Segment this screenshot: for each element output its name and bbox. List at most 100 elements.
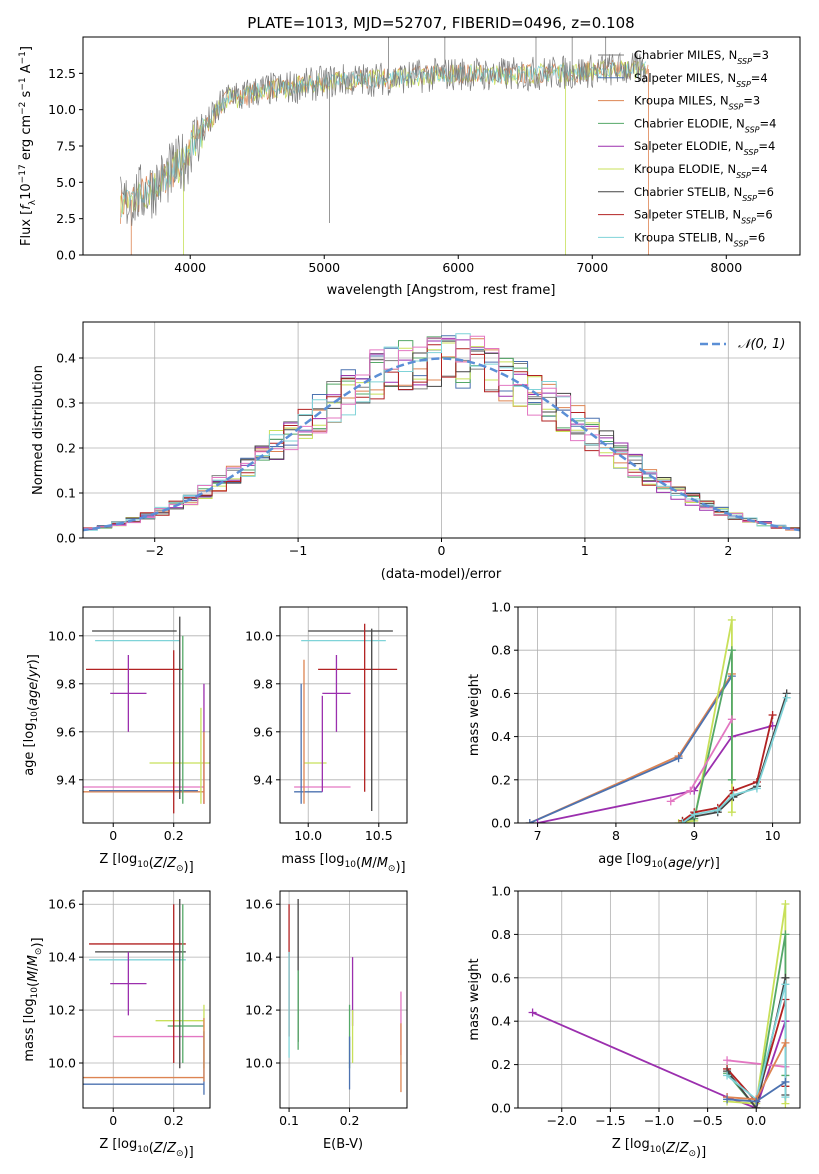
mass-weight-y-label: mass weight	[467, 674, 482, 756]
ebv-x-label: E(B-V)	[323, 1137, 363, 1152]
panel-2-axes	[82, 606, 211, 824]
legend-entry: Chabrier ELODIE, NSSP=4	[634, 116, 776, 133]
y-tick-label: 12.5	[48, 66, 76, 81]
y-tick-label: 0.0	[491, 1101, 511, 1116]
y-tick-label: 0.0	[56, 531, 76, 546]
y-tick-label: 0.6	[491, 970, 511, 985]
legend-entry: Kroupa ELODIE, NSSP=4	[634, 162, 768, 180]
y-tick-label: 0.0	[491, 816, 511, 831]
y-tick-label: 10.0	[48, 102, 76, 117]
x-tick-label: 10.5	[365, 828, 393, 843]
y-tick-label: 10.6	[48, 897, 76, 912]
y-tick-label: 0.8	[491, 927, 511, 942]
errorbar-points	[83, 616, 210, 814]
mass-weight-marker	[690, 810, 699, 819]
mass-weight-marker	[525, 819, 534, 823]
mass-weight-marker	[723, 1095, 732, 1104]
x-tick-label: 0	[109, 828, 117, 843]
mass-weight-y-label: mass weight	[467, 958, 482, 1040]
y-tick-label: 10.2	[48, 1003, 76, 1018]
spectrum-lines	[120, 37, 649, 255]
x-tick-label: −1	[289, 543, 307, 558]
x-tick-label: 10	[765, 828, 781, 843]
ebv-axes	[279, 890, 408, 1109]
mass-weight-marker	[781, 1093, 790, 1102]
y-tick-label: 10.0	[48, 628, 76, 643]
y-tick-label: 0.4	[491, 1014, 511, 1029]
mass-weight-marker	[781, 1077, 790, 1086]
histogram-step	[83, 335, 800, 532]
mass-weight-marker	[781, 1038, 790, 1047]
y-tick-label: 0.6	[491, 686, 511, 701]
y-tick-label: 0.2	[56, 441, 76, 456]
x-tick-label: 5000	[308, 260, 340, 275]
mass-weight-marker	[782, 693, 791, 702]
mass-weight-series	[529, 673, 733, 823]
legend-entry: Salpeter MILES, NSSP=4	[634, 71, 768, 89]
y-tick-label: 9.8	[253, 676, 273, 691]
errorbar-point	[110, 655, 147, 732]
x-tick-label: 7	[534, 828, 542, 843]
errorbar-point	[110, 951, 147, 1016]
x-tick-label: −2	[145, 543, 163, 558]
panel-7-x-label: Z [log10(Z/Z⊙)]	[612, 1137, 706, 1160]
hist-axes	[82, 321, 801, 539]
x-tick-label: −1.5	[595, 1113, 625, 1128]
y-tick-label: 7.5	[56, 139, 76, 154]
legend-entry: Kroupa STELIB, NSSP=6	[634, 230, 765, 248]
legend-entry: Chabrier STELIB, NSSP=6	[634, 185, 774, 203]
x-tick-label: 0	[438, 543, 446, 558]
x-tick-label: 7000	[576, 260, 608, 275]
y-tick-label: 10.6	[245, 897, 273, 912]
y-tick-label: 0.2	[491, 772, 511, 787]
x-tick-label: 0.0	[746, 1113, 766, 1128]
x-tick-label: 0.1	[279, 1113, 299, 1128]
mass-weight-series	[537, 724, 773, 823]
mass-weight-marker	[674, 754, 683, 763]
x-tick-label: 8000	[710, 260, 742, 275]
errorbar-points	[83, 898, 205, 1095]
y-tick-label: 0.4	[56, 351, 76, 366]
mass-weight-marker	[678, 819, 687, 823]
y-tick-label: 0.1	[56, 486, 76, 501]
mass-weight-lines	[525, 615, 791, 823]
panel-2-x-label: Z [log10(Z/Z⊙)]	[99, 852, 193, 875]
gaussian-legend-label: 𝒩(0, 1)	[738, 337, 785, 352]
panel-2-y-label: age [log10(age/yr)]	[22, 654, 41, 776]
mass-weight-marker	[727, 715, 736, 724]
x-tick-label: 8	[612, 828, 620, 843]
panel-5-y-label: mass [log10(M/M⊙)]	[22, 937, 45, 1061]
spectrum-y-label: Flux [fλ10−17 erg cm−2 s−1 A−1]	[18, 46, 38, 246]
mass-weight-marker	[713, 806, 722, 815]
y-tick-label: 9.6	[56, 724, 76, 739]
hist-y-label: Normed distribution	[31, 365, 46, 495]
mass-weight-marker	[768, 711, 777, 719]
y-tick-label: 0.3	[56, 396, 76, 411]
mass-weight-marker	[723, 1071, 732, 1080]
panel-7-axes	[517, 890, 801, 1109]
x-tick-label: 6000	[442, 260, 474, 275]
errorbar-point	[322, 655, 351, 732]
x-tick-label: 4000	[174, 260, 206, 275]
hist-x-label: (data-model)/error	[381, 567, 502, 582]
x-tick-label: 0	[109, 1113, 117, 1128]
legend-entry: Salpeter ELODIE, NSSP=4	[634, 139, 775, 157]
y-tick-label: 10.2	[245, 1003, 273, 1018]
y-tick-label: 10.0	[48, 1056, 76, 1071]
mass-weight-series	[529, 675, 733, 823]
mass-weight-marker	[727, 646, 736, 655]
x-tick-label: −2.0	[547, 1113, 577, 1128]
y-tick-label: 0.2	[491, 1057, 511, 1072]
spectrum-axes	[82, 36, 801, 256]
panel-5-axes	[82, 890, 211, 1109]
y-tick-label: 1.0	[491, 884, 511, 899]
y-tick-label: 9.4	[56, 772, 76, 787]
spectrum-title: PLATE=1013, MJD=52707, FIBERID=0496, z=0…	[247, 14, 634, 32]
y-tick-label: 10.4	[48, 950, 76, 965]
panel-4-x-label: age [log10(age/yr)]	[598, 852, 720, 871]
x-tick-label: 1	[581, 543, 589, 558]
mass-weight-marker	[727, 775, 736, 784]
y-tick-label: 2.5	[56, 211, 76, 226]
mass-weight-marker	[752, 784, 761, 793]
